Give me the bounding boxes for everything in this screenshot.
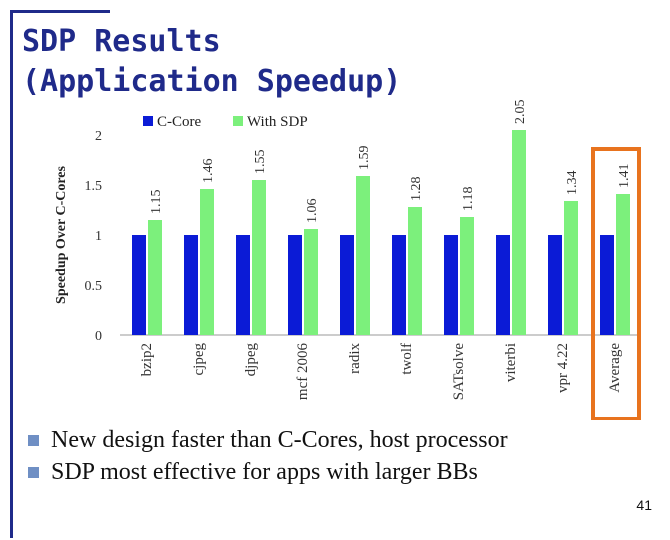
bar-with-sdp bbox=[200, 189, 214, 335]
bullet-item: SDP most effective for apps with larger … bbox=[28, 456, 508, 488]
bar-ccore bbox=[340, 235, 354, 335]
bar-ccore bbox=[288, 235, 302, 335]
slide-title: SDP Results (Application Speedup) bbox=[22, 22, 401, 102]
legend-swatch bbox=[233, 116, 243, 126]
data-label: 1.55 bbox=[253, 150, 268, 175]
y-tick-label: 2 bbox=[95, 129, 102, 144]
data-label: 1.15 bbox=[149, 190, 164, 215]
legend-swatch bbox=[143, 116, 153, 126]
legend-label: C-Core bbox=[157, 114, 202, 130]
bar-ccore bbox=[184, 235, 198, 335]
category-label: twolf bbox=[399, 343, 415, 375]
data-label: 1.34 bbox=[565, 171, 580, 196]
bar-with-sdp bbox=[148, 220, 162, 335]
category-label: djpeg bbox=[243, 343, 259, 377]
frame-top-border bbox=[10, 10, 110, 13]
bar-with-sdp bbox=[252, 180, 266, 335]
bullet-text: New design faster than C-Cores, host pro… bbox=[51, 426, 508, 453]
bullet-item: New design faster than C-Cores, host pro… bbox=[28, 424, 508, 456]
bar-ccore bbox=[236, 235, 250, 335]
y-axis-label: Speedup Over C-Cores bbox=[54, 165, 69, 303]
bullet-text: SDP most effective for apps with larger … bbox=[51, 458, 478, 485]
bar-ccore bbox=[496, 235, 510, 335]
bullet-list: New design faster than C-Cores, host pro… bbox=[28, 424, 508, 488]
title-line-2: (Application Speedup) bbox=[22, 64, 402, 99]
category-label: cjpeg bbox=[191, 343, 207, 376]
data-label: 1.59 bbox=[357, 146, 372, 171]
y-tick-label: 1 bbox=[95, 229, 102, 244]
category-label: SATsolve bbox=[451, 343, 467, 401]
bar-with-sdp bbox=[408, 207, 422, 335]
data-label: 1.18 bbox=[461, 187, 476, 212]
title-line-1: SDP Results bbox=[22, 24, 221, 59]
bar-ccore bbox=[132, 235, 146, 335]
bar-with-sdp bbox=[356, 176, 370, 335]
bar-ccore bbox=[548, 235, 562, 335]
bar-with-sdp bbox=[512, 130, 526, 335]
category-label: vpr 4.22 bbox=[555, 343, 571, 393]
category-label: bzip2 bbox=[139, 343, 155, 376]
data-label: 1.06 bbox=[305, 199, 320, 224]
category-label: viterbi bbox=[503, 343, 519, 382]
bar-with-sdp bbox=[564, 201, 578, 335]
bar-ccore bbox=[444, 235, 458, 335]
y-tick-label: 1.5 bbox=[85, 179, 103, 194]
data-label: 2.05 bbox=[513, 100, 528, 124]
legend-label: With SDP bbox=[247, 114, 308, 130]
data-label: 1.41 bbox=[617, 164, 632, 189]
bar-with-sdp bbox=[304, 229, 318, 335]
y-tick-label: 0.5 bbox=[85, 279, 103, 294]
bar-ccore bbox=[392, 235, 406, 335]
y-tick-label: 0 bbox=[95, 329, 102, 344]
category-label: mcf 2006 bbox=[295, 343, 311, 401]
bar-with-sdp bbox=[460, 217, 474, 335]
frame-left-border bbox=[10, 10, 13, 538]
data-label: 1.46 bbox=[201, 159, 216, 184]
data-label: 1.28 bbox=[409, 177, 424, 202]
speedup-bar-chart: 0 0.5 1 1.5 2 Speedup Over C-Cores 1.15 bzip2 1.… bbox=[54, 100, 641, 420]
category-label: Average bbox=[607, 343, 623, 393]
bullet-square-icon bbox=[28, 434, 39, 446]
bullet-square-icon bbox=[28, 466, 39, 478]
category-label: radix bbox=[347, 343, 363, 374]
highlight-box bbox=[591, 147, 641, 420]
page-number: 41 bbox=[636, 497, 652, 513]
bar-with-sdp bbox=[616, 194, 630, 335]
bar-ccore bbox=[600, 235, 614, 335]
